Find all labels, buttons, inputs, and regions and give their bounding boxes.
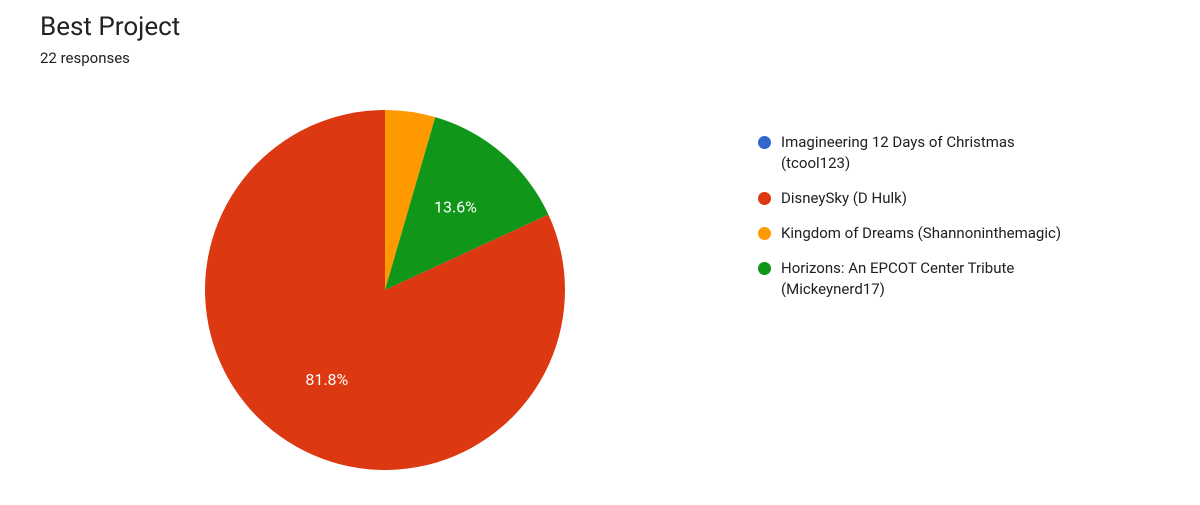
chart-legend: Imagineering 12 Days of Christmas (tcool… bbox=[758, 132, 1078, 314]
pie-svg: 13.6% 81.8% bbox=[200, 105, 570, 475]
chart-header: Best Project 22 responses bbox=[40, 12, 180, 67]
legend-swatch bbox=[758, 227, 771, 240]
legend-swatch bbox=[758, 192, 771, 205]
pie-chart: 13.6% 81.8% bbox=[200, 105, 570, 479]
legend-label: Horizons: An EPCOT Center Tribute (Micke… bbox=[781, 258, 1078, 300]
legend-item[interactable]: DisneySky (D Hulk) bbox=[758, 188, 1078, 209]
slice-percent-label: 81.8% bbox=[305, 370, 348, 389]
legend-item[interactable]: Imagineering 12 Days of Christmas (tcool… bbox=[758, 132, 1078, 174]
legend-swatch bbox=[758, 136, 771, 149]
legend-item[interactable]: Horizons: An EPCOT Center Tribute (Micke… bbox=[758, 258, 1078, 300]
legend-swatch bbox=[758, 262, 771, 275]
slice-percent-label: 13.6% bbox=[434, 197, 477, 216]
chart-container: Best Project 22 responses 13.6% 81.8% Ima… bbox=[0, 0, 1200, 505]
response-count: 22 responses bbox=[40, 49, 180, 67]
legend-label: Imagineering 12 Days of Christmas (tcool… bbox=[781, 132, 1078, 174]
legend-label: Kingdom of Dreams (Shannoninthemagic) bbox=[781, 223, 1078, 244]
legend-label: DisneySky (D Hulk) bbox=[781, 188, 1078, 209]
legend-item[interactable]: Kingdom of Dreams (Shannoninthemagic) bbox=[758, 223, 1078, 244]
chart-title: Best Project bbox=[40, 12, 180, 43]
